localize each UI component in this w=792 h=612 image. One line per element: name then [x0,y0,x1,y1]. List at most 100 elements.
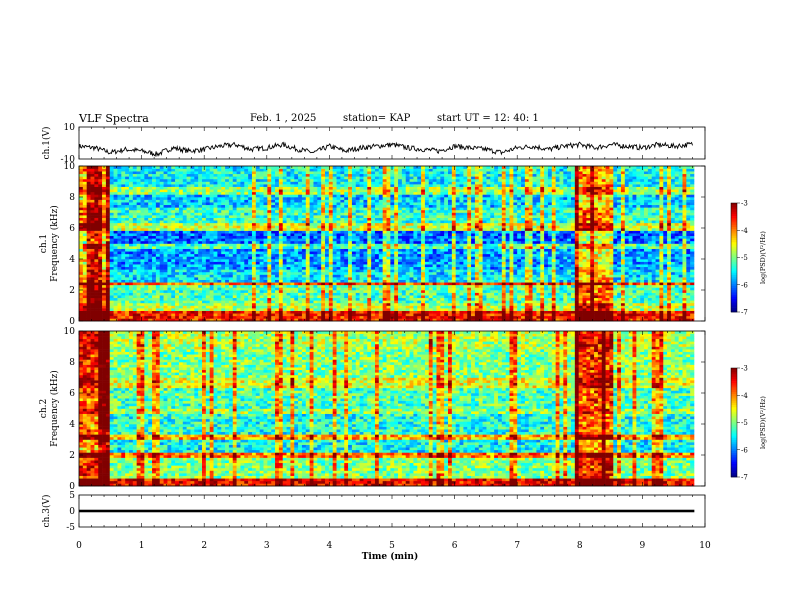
ch1-spectrogram-cell [409,243,414,247]
ch1-spectrogram-cell [309,282,314,286]
ch1-spectrogram-cell [401,313,407,317]
ch1-spectrogram-cell [205,259,210,262]
ch1-spectrogram-cell [309,315,314,319]
ch1-spectrogram-cell [686,302,691,306]
ch1-spectrogram-cell [490,292,495,296]
ch1-spectrogram-cell [532,269,537,273]
ch1-spectrogram-cell [178,302,184,306]
ch1-spectrogram-cell [597,259,603,262]
ch1-spectrogram-cell [428,313,433,317]
ch1-spectrogram-cell [663,261,668,265]
ch1-spectrogram-cell [378,251,383,255]
ch1-spectrogram-cell [225,318,230,322]
ch1-spectrogram-cell [517,269,522,273]
ch1-spectrogram-cell [278,271,284,275]
ch1-spectrogram-cell [105,253,111,257]
ch1-spectrogram-cell [159,240,164,244]
ch1-spectrogram-cell [690,297,695,301]
ch1-spectrogram-cell [359,243,364,247]
ch1-spectrogram-cell [398,284,403,288]
ch1-spectrogram-cell [540,274,545,278]
ch1-spectrogram-cell [244,279,249,283]
ch1-spectrogram-cell [336,282,341,286]
ch1-spectrogram-cell [175,240,180,244]
ch1-spectrogram-cell [501,246,506,249]
ch1-spectrogram-cell [594,290,599,293]
ch1-spectrogram-cell [544,243,549,247]
ch1-spectrogram-cell [382,253,387,257]
ch1-spectrogram-cell [497,266,503,270]
ch1-spectrogram-cell [620,310,626,314]
ch1-spectrogram-cell [309,287,314,291]
ch1-spectrogram-cell [647,248,653,252]
ch1-spectrogram-cell [205,300,210,304]
ch1-spectrogram-cell [236,282,241,286]
ch1-spectrogram-cell [497,305,503,309]
ch1-spectrogram-cell [348,308,353,311]
ch1-spectrogram-cell [175,259,180,262]
ch1-spectrogram-cell [486,243,491,247]
ch1-spectrogram-cell [271,274,276,278]
ch1-spectrogram-cell [309,290,314,293]
ch1-spectrogram-cell [167,256,172,260]
ch1-spectrogram-cell [82,315,87,319]
ch1-spectrogram-cell [363,305,368,309]
ch1-spectrogram-cell [571,246,576,249]
ch1-spectrogram-cell [282,308,287,311]
ch1-spectrogram-cell [175,310,180,314]
ch1-spectrogram-cell [221,277,226,280]
ch1-spectrogram-cell [590,243,595,247]
ch1-spectrogram-cell [401,290,407,293]
ch1-spectrogram-cell [524,279,530,283]
ch1-spectrogram-cell [102,243,107,247]
ch1-spectrogram-cell [632,295,637,299]
ch1-spectrogram-cell [155,313,161,317]
ch1-spectrogram-cell [617,269,622,273]
ch1-spectrogram-cell [248,282,253,286]
ch1-spectrogram-cell [451,251,456,255]
ch1-spectrogram-cell [413,308,418,311]
ch1-spectrogram-cell [140,284,145,288]
ch1-spectrogram-cell [213,315,218,319]
ch1-spectrogram-cell [259,246,264,249]
ch1-spectrogram-cell [509,305,514,309]
ch1-spectrogram-cell [198,297,203,301]
ch1-spectrogram-cell [244,261,249,265]
ch1-spectrogram-cell [301,310,307,314]
ch1-spectrogram-cell [613,279,618,283]
ch1-spectrogram-cell [255,297,260,301]
ch1-spectrogram-cell [405,290,410,293]
ch1-spectrogram-cell [309,300,314,304]
ch1-spectrogram-cell [555,297,560,301]
ch1-spectrogram-cell [251,308,257,311]
ch1-spectrogram-cell [432,248,437,252]
ch1-spectrogram-cell [79,243,84,247]
ch1-spectrogram-cell [467,251,472,255]
ch1-spectrogram-cell [351,279,357,283]
ch1-spectrogram-cell [152,264,157,268]
ch1-spectrogram-cell [240,282,245,286]
ch1-spectrogram-cell [532,318,537,322]
ch1-spectrogram-cell [363,292,368,296]
ch1-spectrogram-cell [513,248,518,252]
ch1-spectrogram-cell [190,287,195,291]
ch1-spectrogram-cell [309,295,314,299]
ch1-spectrogram-cell [171,315,176,319]
ch1-spectrogram-cell [213,284,218,288]
ch1-spectrogram-cell [601,253,606,257]
ch1-spectrogram-cell [202,310,207,314]
ch1-spectrogram-cell [228,310,234,314]
ch1-spectrogram-cell [620,302,626,306]
ch1-spectrogram-cell [259,292,264,296]
ch1-spectrogram-cell [617,274,622,278]
ch1-spectrogram-cell [509,297,514,301]
ch1-spectrogram-cell [617,308,622,311]
ch1-spectrogram-cell [317,240,322,244]
ch1-spectrogram-cell [240,269,245,273]
ch1-spectrogram-cell [455,266,460,270]
ch1-spectrogram-cell [344,261,349,265]
ch1-spectrogram-cell [448,308,453,311]
ch1-spectrogram-cell [178,290,184,293]
ch1-spectrogram-cell [528,300,533,304]
ch1-spectrogram-cell [663,277,668,280]
